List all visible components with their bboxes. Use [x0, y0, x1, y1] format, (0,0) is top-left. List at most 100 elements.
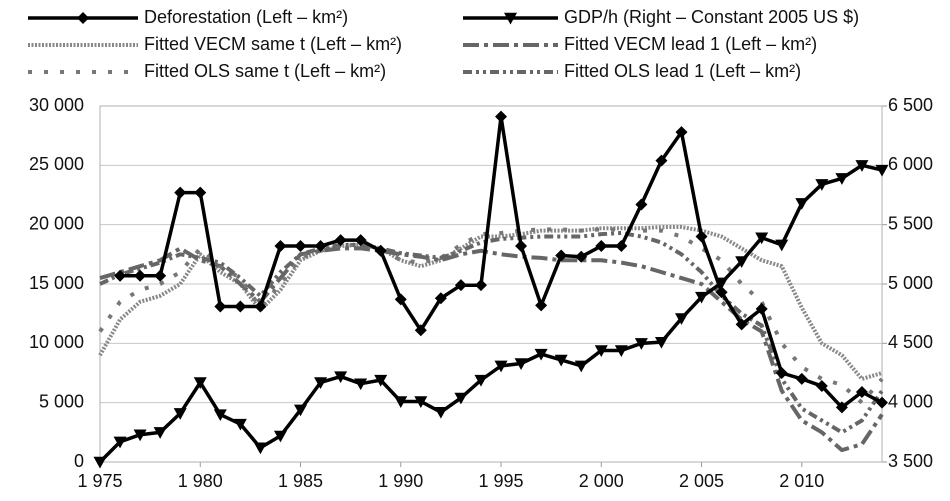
x-tick-label: 1 980 [178, 471, 223, 491]
diamond-marker [555, 249, 568, 262]
series-line [99, 246, 884, 453]
diamond-marker [855, 385, 868, 398]
triangle-marker [354, 378, 368, 391]
triangle-marker [253, 442, 267, 455]
diamond-marker [314, 240, 327, 253]
diamond-marker [535, 299, 548, 312]
legend-label: Fitted OLS same t (Left – km²) [144, 61, 386, 81]
y2-tick-label: 5 000 [888, 273, 933, 293]
triangle-marker [835, 173, 849, 185]
diamond-marker [495, 110, 508, 123]
triangle-marker [815, 179, 829, 191]
triangle-marker [755, 232, 769, 245]
diamond-marker [775, 367, 788, 379]
triangle-marker [394, 396, 408, 408]
triangle-marker [554, 354, 568, 367]
diamond-marker [294, 240, 307, 253]
triangle-marker [574, 360, 588, 373]
y2-tick-label: 6 500 [888, 95, 933, 115]
y2-tick-label: 6 000 [888, 154, 933, 174]
diamond-marker [575, 250, 588, 263]
legend-label: Deforestation (Left – km²) [144, 7, 348, 27]
triangle-marker [414, 396, 428, 408]
triangle-marker [775, 239, 789, 252]
diamond-marker [695, 230, 708, 243]
legend-label: Fitted VECM lead 1 (Left – km²) [564, 34, 817, 54]
triangle-marker [93, 456, 107, 469]
triangle-marker [374, 374, 388, 387]
diamond-marker [354, 234, 367, 247]
diamond-marker [214, 300, 227, 313]
diamond-marker [655, 154, 668, 167]
triangle-marker [173, 408, 187, 420]
diamond-marker [755, 302, 768, 315]
diamond-marker [134, 269, 147, 282]
triangle-marker [454, 392, 468, 405]
x-tick-label: 1 985 [278, 471, 323, 491]
diamond-marker [174, 186, 187, 199]
diamond-marker [876, 396, 888, 409]
series-line [98, 225, 883, 381]
y-tick-label: 25 000 [29, 154, 84, 174]
diamond-marker [334, 234, 347, 247]
diamond-marker [595, 240, 608, 253]
triangle-marker [695, 291, 709, 304]
y-tick-label: 20 000 [29, 213, 84, 233]
triangle-marker [715, 277, 729, 290]
series-line [98, 227, 884, 405]
triangle-marker [614, 345, 628, 357]
diamond-marker [194, 186, 207, 199]
diamond-marker [394, 293, 407, 306]
diamond-marker [615, 240, 628, 253]
diamond-marker [114, 269, 127, 282]
triangle-marker [795, 198, 809, 210]
series-line [98, 163, 883, 464]
diamond-marker [715, 286, 728, 299]
triangle-marker [474, 374, 488, 387]
legend-marker [77, 12, 89, 24]
diamond-marker [675, 126, 688, 139]
diamond-marker [374, 244, 387, 257]
x-tick-label: 2 000 [579, 471, 624, 491]
legend-label: GDP/h (Right – Constant 2005 US $) [564, 7, 859, 27]
triangle-marker [314, 377, 328, 389]
y-tick-label: 15 000 [29, 273, 84, 293]
triangle-marker [674, 313, 688, 325]
triangle-marker [233, 418, 247, 431]
triangle-marker [133, 429, 147, 442]
diamond-marker [414, 324, 427, 337]
triangle-marker [855, 160, 869, 172]
diamond-marker [474, 279, 487, 292]
legend-label: Fitted OLS lead 1 (Left – km²) [564, 61, 801, 81]
y2-tick-label: 5 500 [888, 213, 933, 233]
legend-marker [504, 12, 517, 25]
diamond-marker [515, 240, 528, 253]
triangle-marker [294, 404, 308, 417]
y-tick-label: 30 000 [29, 95, 84, 115]
diamond-marker [815, 380, 828, 393]
triangle-marker [514, 358, 528, 371]
triangle-marker [654, 336, 668, 349]
y-tick-label: 0 [74, 451, 84, 471]
diamond-marker [454, 279, 467, 292]
diamond-marker [254, 300, 267, 313]
diamond-marker [735, 318, 748, 331]
triangle-marker [735, 256, 749, 268]
y2-tick-label: 4 000 [888, 391, 933, 411]
triangle-marker [875, 164, 889, 177]
y-tick-label: 5 000 [39, 391, 84, 411]
triangle-marker [193, 377, 207, 389]
y2-tick-label: 4 500 [888, 332, 933, 352]
legend-label: Fitted VECM same t (Left – km²) [144, 34, 402, 54]
triangle-marker [634, 338, 648, 350]
diamond-marker [835, 401, 848, 414]
series-line [99, 230, 884, 435]
x-tick-label: 1 990 [378, 471, 423, 491]
diamond-marker [234, 300, 247, 313]
y-tick-label: 10 000 [29, 332, 84, 352]
triangle-marker [113, 436, 127, 449]
diamond-marker [795, 372, 808, 385]
triangle-marker [273, 430, 287, 443]
triangle-marker [534, 348, 548, 361]
